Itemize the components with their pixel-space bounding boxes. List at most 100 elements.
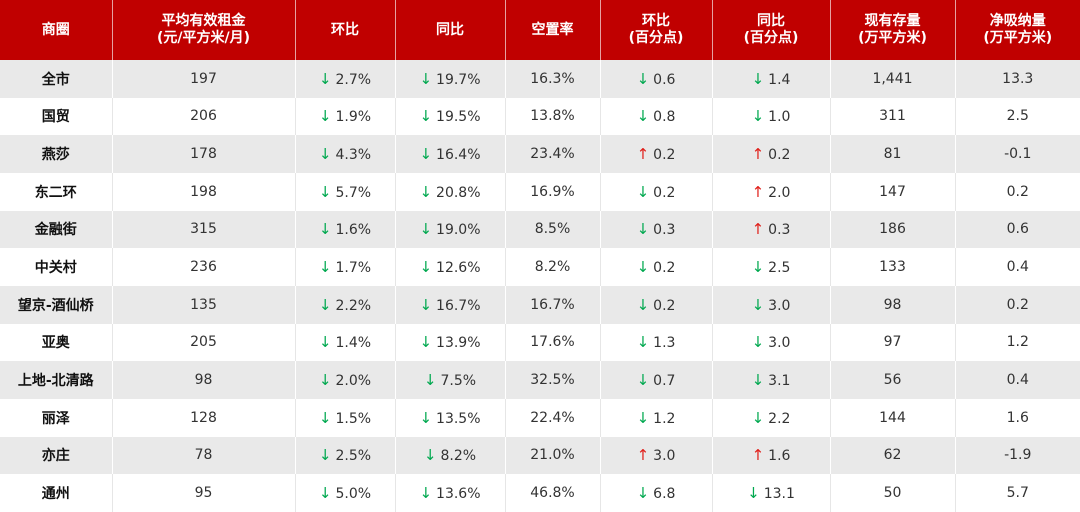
table-cell: 1.2 (954, 323, 1080, 362)
trend-arrow: ↓ (636, 107, 650, 126)
change-value: 13.6% (436, 486, 481, 503)
table-cell: 56 (829, 361, 955, 399)
change-cell: ↓ 13.6% (394, 474, 505, 512)
trend-arrow: ↓ (636, 295, 650, 314)
table-cell: 133 (829, 248, 955, 286)
table-cell: 98 (829, 285, 955, 324)
change-cell: ↓ 20.8% (394, 172, 505, 211)
district-name: 国贸 (0, 97, 112, 136)
change-cell: ↓ 0.3 (599, 210, 712, 249)
table-cell: 81 (829, 135, 955, 173)
table-cell: 0.2 (954, 285, 1080, 324)
district-name: 金融街 (0, 210, 112, 249)
change-value: 2.5 (768, 260, 791, 277)
trend-arrow: ↓ (636, 371, 650, 390)
trend-arrow: ↓ (419, 484, 433, 503)
change-cell: ↓ 19.5% (394, 97, 505, 136)
change-cell: ↓ 4.3% (294, 135, 395, 173)
district-name: 通州 (0, 474, 112, 512)
table-cell: 62 (829, 436, 955, 475)
change-value: 3.0 (768, 335, 791, 352)
change-cell: ↑ 2.0 (711, 172, 830, 211)
change-cell: ↓ 3.0 (711, 323, 830, 362)
table-cell: 311 (829, 97, 955, 136)
table-cell: 46.8% (504, 474, 600, 512)
change-value: 0.2 (653, 147, 676, 164)
trend-arrow: ↑ (636, 145, 650, 164)
trend-arrow: ↓ (419, 107, 433, 126)
change-value: 1.4 (768, 71, 791, 88)
table-cell: 315 (111, 210, 295, 249)
table-cell: 5.7 (954, 474, 1080, 512)
change-value: 0.8 (653, 109, 676, 126)
change-cell: ↑ 0.2 (711, 135, 830, 173)
table-cell: 8.2% (504, 248, 600, 286)
trend-arrow: ↓ (419, 408, 433, 427)
table-cell: 97 (829, 323, 955, 362)
change-cell: ↓ 1.3 (599, 323, 712, 362)
change-value: 1.5% (335, 410, 372, 427)
change-cell: ↓ 5.0% (294, 474, 395, 512)
change-value: 0.2 (653, 297, 676, 314)
change-cell: ↓ 1.9% (294, 97, 395, 136)
table-cell: 0.6 (954, 210, 1080, 249)
change-value: 8.2% (440, 448, 477, 465)
header-cell: 空置率 (504, 0, 600, 60)
district-name: 中关村 (0, 248, 112, 286)
change-value: 12.6% (436, 260, 481, 277)
header-cell: 环比 (百分点) (599, 0, 712, 60)
change-cell: ↓ 13.9% (394, 323, 505, 362)
change-cell: ↓ 6.8 (599, 474, 712, 512)
change-value: 0.3 (768, 222, 791, 239)
table-row: 国贸 206 ↓ 1.9% ↓ 19.5% 13.8% ↓ 0.8 ↓ 1.0 311 2.5 (0, 97, 1080, 136)
change-cell: ↓ 19.0% (394, 210, 505, 249)
change-cell: ↓ 2.5% (294, 436, 395, 475)
change-cell: ↓ 3.1 (711, 361, 830, 399)
trend-arrow: ↓ (318, 484, 332, 503)
change-value: 1.3 (653, 335, 676, 352)
trend-arrow: ↓ (318, 182, 332, 201)
trend-arrow: ↑ (751, 446, 765, 465)
trend-arrow: ↓ (751, 258, 765, 277)
trend-arrow: ↓ (318, 333, 332, 352)
header-row: 商圈 平均有效租金 (元/平方米/月) 环比 同比 空置率 环比 (百分点) 同比 (百分点… (0, 0, 1080, 60)
district-name: 亦庄 (0, 436, 112, 475)
district-name: 燕莎 (0, 135, 112, 173)
trend-arrow: ↓ (636, 182, 650, 201)
change-cell: ↓ 2.2 (711, 398, 830, 437)
change-cell: ↓ 7.5% (394, 361, 505, 399)
trend-arrow: ↓ (751, 371, 765, 390)
trend-arrow: ↑ (751, 182, 765, 201)
district-name: 丽泽 (0, 398, 112, 437)
table-cell: 206 (111, 97, 295, 136)
header-cell: 商圈 (0, 0, 112, 60)
change-cell: ↑ 1.6 (711, 436, 830, 475)
change-cell: ↓ 16.4% (394, 135, 505, 173)
trend-arrow: ↓ (636, 220, 650, 239)
change-cell: ↑ 0.3 (711, 210, 830, 249)
trend-arrow: ↓ (318, 446, 332, 465)
table-row: 东二环 198 ↓ 5.7% ↓ 20.8% 16.9% ↓ 0.2 ↑ 2.0 147 0.2 (0, 172, 1080, 211)
district-name: 全市 (0, 60, 112, 98)
change-value: 1.4% (335, 335, 372, 352)
change-cell: ↓ 19.7% (394, 60, 505, 98)
trend-arrow: ↓ (636, 333, 650, 352)
change-value: 2.5% (335, 448, 372, 465)
trend-arrow: ↓ (751, 408, 765, 427)
trend-arrow: ↓ (419, 145, 433, 164)
change-value: 19.5% (436, 109, 481, 126)
change-cell: ↓ 2.2% (294, 285, 395, 324)
table-cell: 16.7% (504, 285, 600, 324)
table-row: 燕莎 178 ↓ 4.3% ↓ 16.4% 23.4% ↑ 0.2 ↑ 0.2 81 -0.1 (0, 135, 1080, 173)
change-cell: ↓ 0.8 (599, 97, 712, 136)
table-cell: 17.6% (504, 323, 600, 362)
change-cell: ↓ 5.7% (294, 172, 395, 211)
trend-arrow: ↓ (318, 69, 332, 88)
table-row: 亚奥 205 ↓ 1.4% ↓ 13.9% 17.6% ↓ 1.3 ↓ 3.0 97 1.2 (0, 323, 1080, 362)
table-cell: 128 (111, 398, 295, 437)
change-value: 5.7% (335, 184, 372, 201)
change-value: 0.2 (653, 260, 676, 277)
trend-arrow: ↓ (423, 446, 437, 465)
change-cell: ↓ 1.5% (294, 398, 395, 437)
change-cell: ↓ 0.2 (599, 285, 712, 324)
